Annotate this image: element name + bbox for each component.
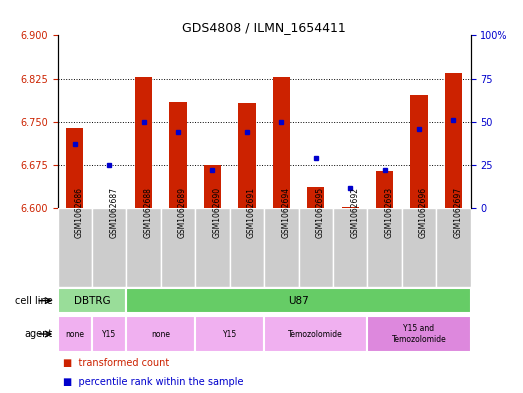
- Bar: [66, 128, 83, 208]
- Bar: [58, 208, 92, 287]
- Bar: [58, 316, 92, 352]
- Text: U87: U87: [288, 296, 309, 306]
- Bar: [272, 77, 290, 208]
- Text: cell line: cell line: [15, 296, 52, 306]
- Bar: [195, 208, 230, 287]
- Text: ■  transformed count: ■ transformed count: [63, 358, 169, 367]
- Text: Temozolomide: Temozolomide: [288, 330, 343, 338]
- Bar: [307, 187, 324, 208]
- Text: GSM1062690: GSM1062690: [212, 187, 221, 238]
- Text: GSM1062694: GSM1062694: [281, 187, 290, 238]
- Text: Y15: Y15: [223, 330, 237, 338]
- Text: GSM1062688: GSM1062688: [144, 187, 153, 238]
- Bar: [367, 316, 471, 352]
- Bar: [376, 171, 393, 208]
- Bar: [230, 208, 264, 287]
- Text: DBTRG: DBTRG: [74, 296, 110, 306]
- Text: GSM1062686: GSM1062686: [75, 187, 84, 238]
- Bar: [299, 208, 333, 287]
- Bar: [342, 207, 359, 208]
- Bar: [333, 208, 367, 287]
- Bar: [169, 102, 187, 208]
- Text: GSM1062689: GSM1062689: [178, 187, 187, 238]
- Bar: [411, 95, 428, 208]
- Text: GSM1062695: GSM1062695: [316, 187, 325, 238]
- Text: Y15: Y15: [102, 330, 116, 338]
- Bar: [127, 288, 471, 313]
- Text: none: none: [151, 330, 170, 338]
- Bar: [436, 208, 471, 287]
- Bar: [204, 165, 221, 208]
- Bar: [92, 208, 127, 287]
- Bar: [195, 316, 264, 352]
- Text: GSM1062691: GSM1062691: [247, 187, 256, 238]
- Text: agent: agent: [24, 329, 52, 339]
- Bar: [264, 316, 367, 352]
- Bar: [92, 316, 127, 352]
- Bar: [402, 208, 436, 287]
- Text: GSM1062697: GSM1062697: [453, 187, 462, 238]
- Bar: [135, 77, 152, 208]
- Text: Y15 and
Temozolomide: Y15 and Temozolomide: [392, 324, 447, 344]
- Text: none: none: [65, 330, 84, 338]
- Text: GSM1062696: GSM1062696: [419, 187, 428, 238]
- Bar: [127, 316, 195, 352]
- Bar: [445, 73, 462, 208]
- Text: GSM1062692: GSM1062692: [350, 187, 359, 238]
- Bar: [161, 208, 195, 287]
- Text: GSM1062693: GSM1062693: [384, 187, 394, 238]
- Bar: [58, 288, 127, 313]
- Bar: [264, 208, 299, 287]
- Bar: [367, 208, 402, 287]
- Text: ■  percentile rank within the sample: ■ percentile rank within the sample: [63, 377, 243, 387]
- Title: GDS4808 / ILMN_1654411: GDS4808 / ILMN_1654411: [182, 21, 346, 34]
- Bar: [127, 208, 161, 287]
- Text: GSM1062687: GSM1062687: [109, 187, 118, 238]
- Bar: [238, 103, 256, 208]
